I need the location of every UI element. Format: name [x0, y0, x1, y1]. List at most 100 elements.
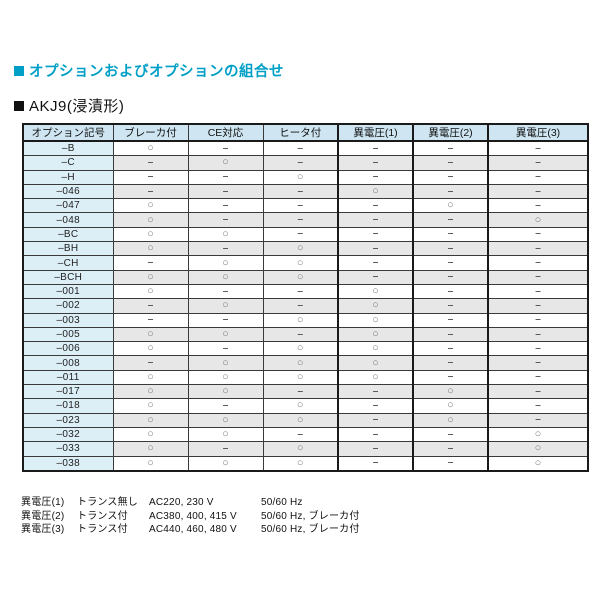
mark-circle: ○ — [112, 198, 189, 214]
mark-dash: – — [412, 212, 489, 228]
mark-dash: – — [487, 198, 589, 214]
mark-dash: – — [337, 455, 414, 472]
table-row: –001 ○ – – ○ – – — [22, 283, 589, 300]
option-code-cell: –018 — [22, 398, 114, 414]
mark-circle: ○ — [112, 212, 189, 228]
mark-dash: – — [412, 140, 489, 157]
mark-dash: – — [187, 212, 264, 228]
table-row: –H – – ○ – – – — [22, 169, 589, 185]
option-code-cell: –BCH — [22, 269, 114, 285]
mark-dash: – — [412, 241, 489, 257]
table-row: –CH – ○ ○ – – – — [22, 255, 589, 271]
option-code-cell: –005 — [22, 326, 114, 343]
model-title: AKJ9(浸漬形) — [14, 95, 124, 116]
section-title-text: オプションおよびオプションの組合せ — [29, 64, 284, 80]
mark-circle: ○ — [337, 298, 414, 314]
mark-circle: ○ — [112, 283, 189, 300]
table-header-row: オプション記号 ブレーカ付 CE対応 ヒータ付 異電圧(1) 異電圧(2) 異電… — [22, 123, 589, 142]
mark-circle: ○ — [412, 398, 489, 414]
mark-circle: ○ — [262, 269, 339, 285]
mark-dash: – — [337, 140, 414, 157]
mark-dash: – — [412, 426, 489, 443]
mark-dash: – — [337, 226, 414, 243]
mark-dash: – — [112, 169, 189, 185]
mark-dash: – — [487, 241, 589, 257]
mark-dash: – — [487, 283, 589, 300]
option-code-cell: –033 — [22, 441, 114, 457]
mark-circle: ○ — [112, 326, 189, 343]
col-header-voltage2: 異電圧(2) — [412, 123, 489, 142]
mark-dash: – — [187, 183, 264, 200]
mark-circle: ○ — [412, 412, 489, 428]
option-code-cell: –001 — [22, 283, 114, 300]
note-voltage: AC220, 230 V — [149, 497, 214, 508]
table-row: –002– ○ – ○ – – — [22, 298, 589, 314]
mark-dash: – — [262, 384, 339, 400]
mark-circle: ○ — [487, 441, 589, 457]
mark-dash: – — [187, 283, 264, 300]
mark-circle: ○ — [112, 226, 189, 243]
option-code-cell: –CH — [22, 255, 114, 271]
option-code-cell: –C — [22, 155, 114, 171]
mark-circle: ○ — [187, 298, 264, 314]
mark-dash: – — [412, 355, 489, 371]
mark-dash: – — [262, 226, 339, 243]
voltage-notes: 異電圧(1) トランス無し AC220, 230 V 50/60 Hz 異電圧(… — [21, 496, 360, 537]
note-label: 異電圧(3) — [21, 524, 65, 535]
mark-dash: – — [262, 183, 339, 200]
table-row: –003– – ○ ○ – – — [22, 312, 589, 328]
mark-dash: – — [412, 369, 489, 386]
option-code-cell: –006 — [22, 341, 114, 357]
col-header-voltage1: 異電圧(1) — [337, 123, 414, 142]
mark-circle: ○ — [112, 412, 189, 428]
mark-dash: – — [487, 412, 589, 428]
mark-dash: – — [487, 384, 589, 400]
mark-dash: – — [112, 312, 189, 328]
mark-dash: – — [337, 441, 414, 457]
table-row: –046– – – ○ – – — [22, 183, 589, 200]
mark-dash: – — [187, 140, 264, 157]
mark-dash: – — [487, 140, 589, 157]
mark-circle: ○ — [262, 241, 339, 257]
teal-square-bullet-icon — [14, 65, 24, 76]
note-frequency: 50/60 Hz — [261, 497, 303, 508]
mark-circle: ○ — [262, 312, 339, 328]
col-header-option-code: オプション記号 — [22, 123, 114, 142]
col-header-ce: CE対応 — [187, 123, 264, 142]
note-label: 異電圧(2) — [21, 510, 65, 522]
mark-dash: – — [262, 283, 339, 300]
option-code-cell: –H — [22, 169, 114, 185]
mark-dash: – — [337, 255, 414, 271]
mark-circle: ○ — [262, 355, 339, 371]
mark-dash: – — [112, 183, 189, 200]
mark-dash: – — [412, 269, 489, 285]
mark-dash: – — [337, 412, 414, 428]
note-frequency: 50/60 Hz, ブレーカ付 — [261, 524, 360, 535]
col-header-breaker: ブレーカ付 — [112, 123, 189, 142]
mark-circle: ○ — [187, 384, 264, 400]
mark-dash: – — [412, 255, 489, 271]
table-row: –047 ○ – – – ○ – — [22, 198, 589, 214]
mark-dash: – — [112, 255, 189, 271]
mark-circle: ○ — [262, 341, 339, 357]
mark-circle: ○ — [412, 198, 489, 214]
mark-dash: – — [487, 398, 589, 414]
mark-dash: – — [487, 183, 589, 200]
mark-circle: ○ — [187, 455, 264, 472]
mark-dash: – — [112, 155, 189, 171]
option-code-cell: –047 — [22, 198, 114, 214]
mark-circle: ○ — [112, 140, 189, 157]
table-row: –BC ○ ○ – – – – — [22, 226, 589, 243]
mark-circle: ○ — [262, 441, 339, 457]
mark-dash: – — [412, 226, 489, 243]
mark-dash: – — [187, 198, 264, 214]
option-code-cell: –023 — [22, 412, 114, 428]
note-line: 異電圧(1) トランス無し AC220, 230 V 50/60 Hz — [21, 496, 360, 510]
mark-dash: – — [412, 298, 489, 314]
mark-circle: ○ — [112, 441, 189, 457]
option-code-cell: –038 — [22, 455, 114, 472]
mark-dash: – — [187, 441, 264, 457]
mark-circle: ○ — [187, 269, 264, 285]
mark-circle: ○ — [262, 455, 339, 472]
mark-dash: – — [337, 169, 414, 185]
